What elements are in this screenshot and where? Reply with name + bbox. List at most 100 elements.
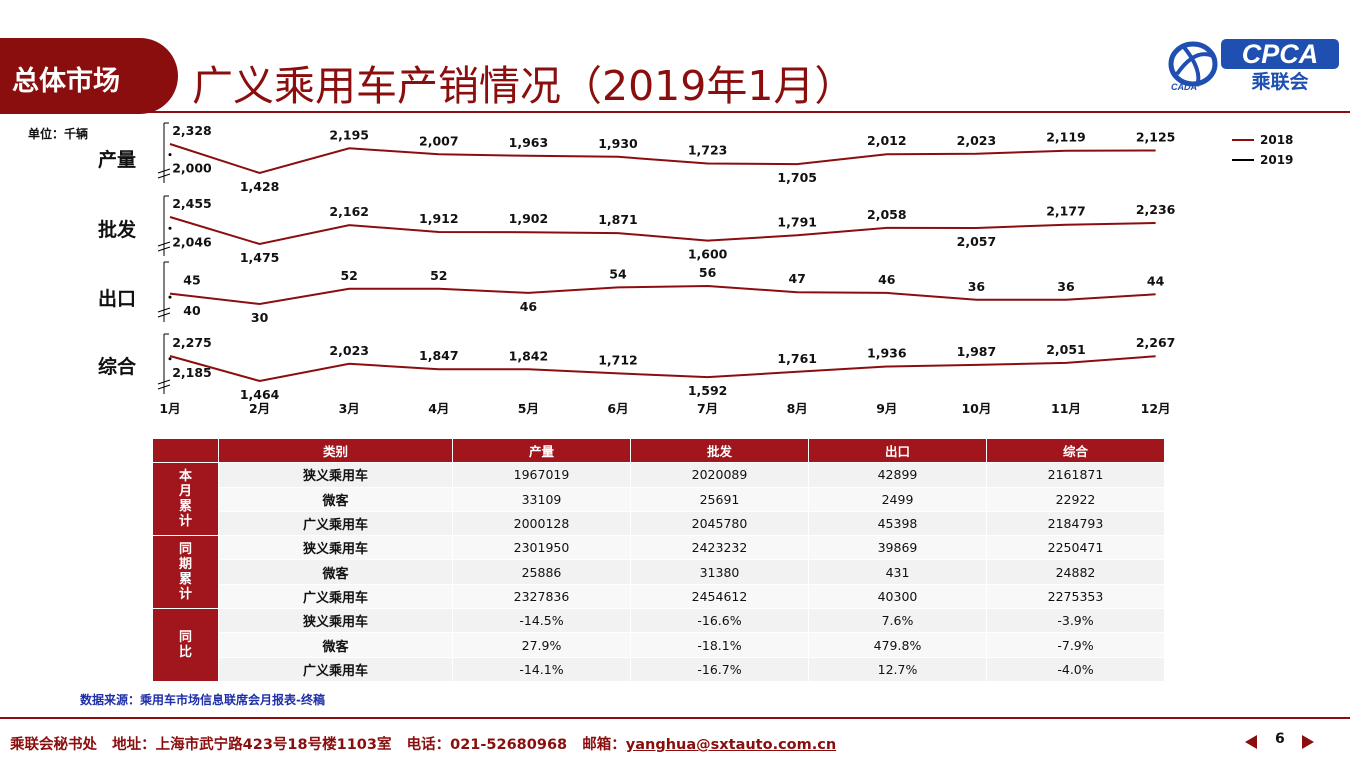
chart-legend: 2018 2019 xyxy=(1232,130,1293,170)
cell: 2020089 xyxy=(630,462,809,488)
panel-label-wholesale: 批发 xyxy=(98,219,137,241)
cell: 2184793 xyxy=(986,510,1165,537)
cell: 2423232 xyxy=(630,535,809,561)
footer-address: 地址：上海市武宁路423号18号楼1103室 xyxy=(112,737,392,753)
section-tab xyxy=(0,38,178,114)
legend-swatch-2018 xyxy=(1232,139,1254,141)
data-label-2018: 45 xyxy=(183,273,200,288)
data-label-2018: 52 xyxy=(430,268,447,283)
x-tick-label: 3月 xyxy=(339,401,360,416)
table-header-row: 类别 产量 批发 出口 综合 xyxy=(152,437,1165,464)
next-page-arrow-icon[interactable] xyxy=(1302,735,1314,749)
row-category: 微客 xyxy=(218,559,453,585)
data-label-2018: 2,455 xyxy=(172,196,212,211)
row-category: 广义乘用车 xyxy=(218,510,453,537)
data-label-2018: 44 xyxy=(1147,273,1165,288)
data-label-2018: 30 xyxy=(251,310,269,325)
legend-item-2019: 2019 xyxy=(1232,150,1293,170)
data-label-2018: 1,712 xyxy=(598,352,638,367)
cell: -16.7% xyxy=(630,656,809,682)
cell: 27.9% xyxy=(452,632,631,658)
summary-table: 类别 产量 批发 出口 综合 本月累计 狭义乘用车 1967019 202008… xyxy=(152,437,1165,682)
data-label-2018: 2,012 xyxy=(867,133,907,148)
series-point-2019 xyxy=(168,153,172,157)
legend-label-2019: 2019 xyxy=(1260,153,1294,167)
data-label-2018: 2,177 xyxy=(1046,204,1086,219)
data-label-2018: 1,912 xyxy=(419,211,459,226)
data-label-2018: 1,842 xyxy=(509,348,549,363)
cell: 431 xyxy=(808,559,987,585)
data-label-2018: 1,902 xyxy=(509,211,549,226)
prev-page-arrow-icon[interactable] xyxy=(1245,735,1257,749)
data-label-2019: 2,185 xyxy=(172,365,212,380)
x-tick-label: 11月 xyxy=(1051,401,1081,416)
table-row: 广义乘用车 -14.1% -16.7% 12.7% -4.0% xyxy=(153,656,1165,682)
cell: 31380 xyxy=(630,559,809,585)
globe-icon xyxy=(1168,41,1218,87)
x-tick-label: 9月 xyxy=(876,401,897,416)
cell: 2000128 xyxy=(452,510,631,537)
legend-swatch-2019 xyxy=(1232,159,1254,161)
data-label-2018: 1,987 xyxy=(957,344,997,359)
cell: -4.0% xyxy=(986,656,1165,682)
data-label-2018: 1,592 xyxy=(688,383,728,398)
cell: 2454612 xyxy=(630,583,809,610)
cell: 42899 xyxy=(808,462,987,488)
source-note: 数据来源：乘用车市场信息联席会月报表-终稿 xyxy=(80,693,325,707)
data-label-2018: 47 xyxy=(788,271,805,286)
panel-label-combined: 综合 xyxy=(98,356,137,378)
axis-break-mark xyxy=(157,173,171,179)
title-divider xyxy=(0,111,1350,113)
table-row: 微客 27.9% -18.1% 479.8% -7.9% xyxy=(153,632,1165,658)
data-label-2019: 2,000 xyxy=(172,161,212,176)
cell: 24882 xyxy=(986,559,1165,585)
series-line-2018 xyxy=(169,216,1156,246)
series-line-2018 xyxy=(169,284,1156,306)
panel-label-production: 产量 xyxy=(98,149,137,171)
cell: 40300 xyxy=(808,583,987,610)
panel-label-export: 出口 xyxy=(98,288,137,310)
data-label-2018: 56 xyxy=(699,265,717,280)
x-tick-label: 7月 xyxy=(697,401,718,416)
table-row: 本月累计 狭义乘用车 1967019 2020089 42899 2161871 xyxy=(152,462,1165,537)
data-label-2018: 2,057 xyxy=(957,234,997,249)
data-label-2018: 2,007 xyxy=(419,133,459,148)
data-label-2018: 36 xyxy=(1057,279,1075,294)
data-label-2019: 2,046 xyxy=(172,234,212,249)
footer-phone: 电话：021-52680968 xyxy=(406,737,568,753)
table-row: 广义乘用车 2000128 2045780 45398 2184793 xyxy=(153,510,1165,537)
footer-email-label: 邮箱： xyxy=(582,737,626,753)
cell: 1967019 xyxy=(452,462,631,488)
cell: -3.9% xyxy=(986,608,1165,634)
group-label-text: 同期累计 xyxy=(178,542,192,603)
data-label-2018: 2,023 xyxy=(329,343,369,358)
cell: -14.5% xyxy=(452,608,631,634)
series-line-2018 xyxy=(169,355,1156,383)
data-label-2018: 1,930 xyxy=(598,136,638,151)
x-tick-label: 5月 xyxy=(518,401,539,416)
series-point-2019 xyxy=(168,357,172,361)
cell: 2045780 xyxy=(630,510,809,537)
page-title: 广义乘用车产销情况（2019年1月） xyxy=(192,62,856,110)
row-category: 广义乘用车 xyxy=(218,656,453,682)
cell: -16.6% xyxy=(630,608,809,634)
x-tick-label: 1月 xyxy=(159,401,180,416)
x-tick-label: 8月 xyxy=(787,401,808,416)
table-row: 广义乘用车 2327836 2454612 40300 2275353 xyxy=(153,583,1165,610)
row-category: 广义乘用车 xyxy=(218,583,453,610)
group-label-current: 本月累计 xyxy=(152,462,219,537)
axis-break-mark xyxy=(157,379,171,385)
logo-cpca-box xyxy=(1221,39,1339,69)
data-label-2018: 2,328 xyxy=(172,123,212,138)
table-header: 出口 xyxy=(808,437,987,464)
logo-cpca-text: CPCA xyxy=(1242,39,1319,69)
cell: -14.1% xyxy=(452,656,631,682)
footer-divider xyxy=(0,717,1350,719)
data-label-2018: 1,963 xyxy=(509,135,549,150)
data-label-2018: 1,936 xyxy=(867,345,907,360)
data-label-2018: 1,847 xyxy=(419,348,459,363)
x-tick-label: 10月 xyxy=(961,401,991,416)
cell: 2161871 xyxy=(986,462,1165,488)
footer-email-link[interactable]: yanghua@sxtauto.com.cn xyxy=(625,737,837,753)
line-chart: 2,328 1,428 2,195 2,007 1,963 1,930 1,723 1,705… xyxy=(157,122,1176,416)
